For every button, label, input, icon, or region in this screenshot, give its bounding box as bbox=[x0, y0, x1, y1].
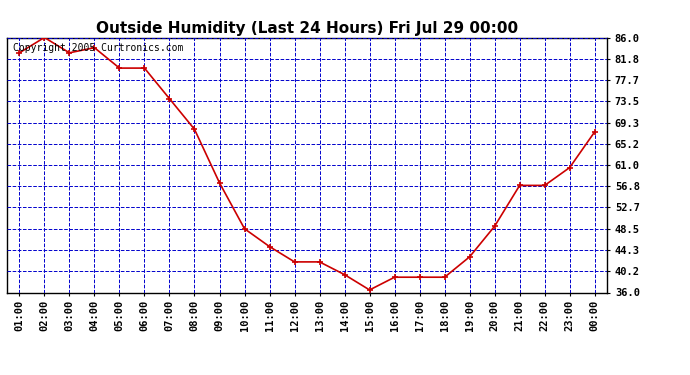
Text: Copyright 2005 Curtronics.com: Copyright 2005 Curtronics.com bbox=[13, 43, 184, 52]
Title: Outside Humidity (Last 24 Hours) Fri Jul 29 00:00: Outside Humidity (Last 24 Hours) Fri Jul… bbox=[96, 21, 518, 36]
